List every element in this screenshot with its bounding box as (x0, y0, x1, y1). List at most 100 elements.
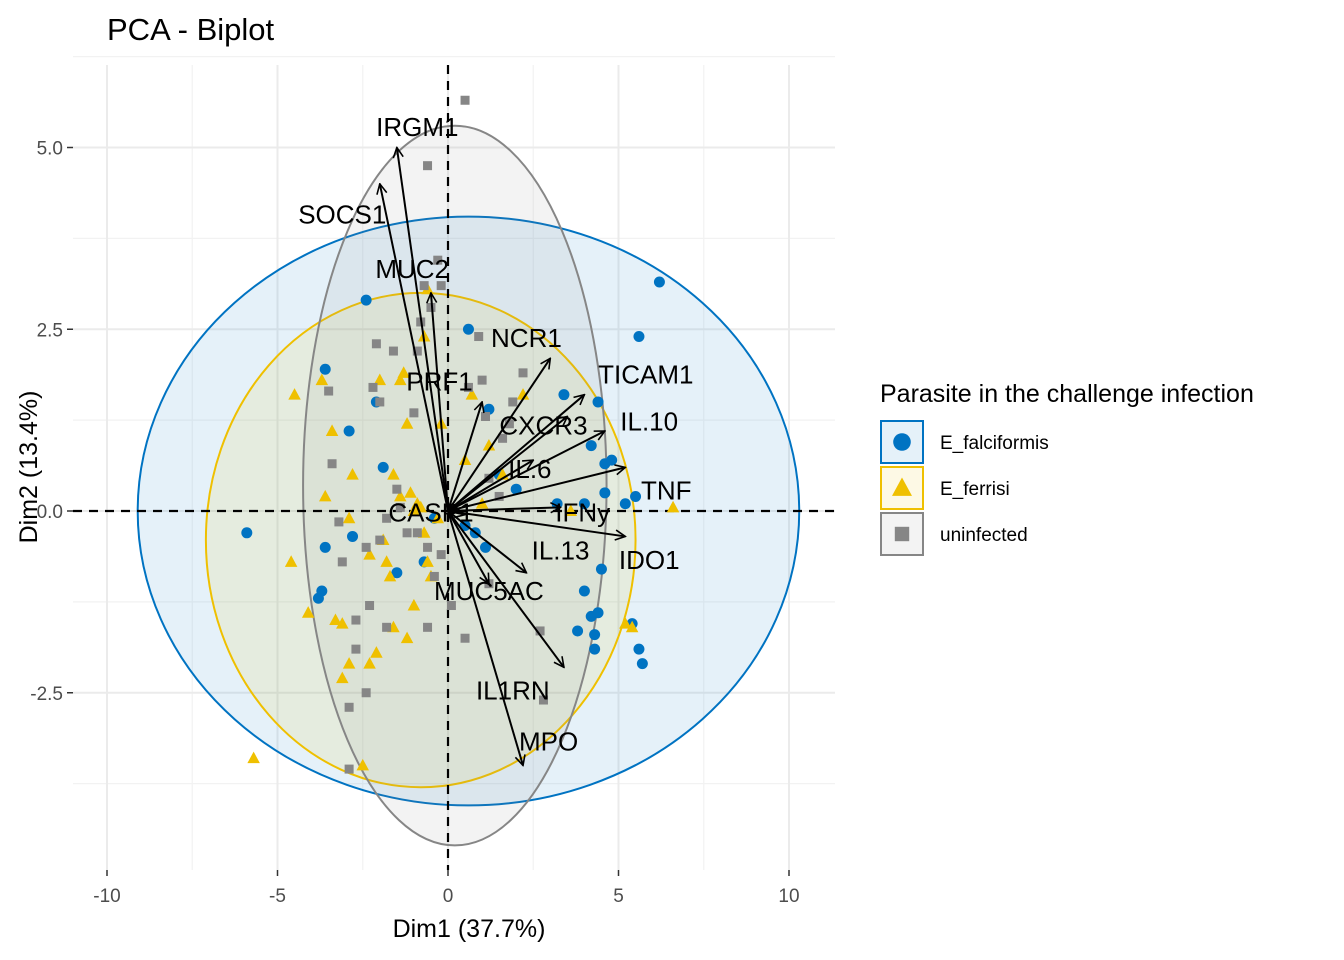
point-e-falciformis (319, 541, 331, 553)
arrow-il-10 (447, 430, 605, 512)
point-e-falciformis (316, 585, 328, 597)
legend: Parasite in the challenge infection E_fa… (880, 380, 1254, 556)
point-uninfected (361, 542, 371, 552)
point-uninfected (477, 375, 487, 385)
point-e-falciformis (592, 607, 604, 619)
legend-item-e-falciformis: E_falciformis (880, 420, 1049, 464)
arrow-ncr1 (447, 358, 550, 512)
x-tick-label: -5 (269, 886, 286, 907)
point-uninfected (365, 601, 375, 611)
label-ifny: IFNy (555, 498, 610, 528)
legend-items: E_falciformis E_ferrisi uninfected (880, 420, 1049, 556)
point-e-ferrisi (363, 548, 376, 560)
point-e-ferrisi (336, 671, 349, 684)
point-uninfected (351, 615, 361, 625)
point-e-ferrisi (394, 373, 407, 386)
point-e-falciformis (483, 403, 495, 415)
point-uninfected (463, 382, 473, 392)
point-uninfected (388, 346, 398, 356)
point-e-falciformis (572, 625, 584, 637)
legend-item-uninfected: uninfected (880, 512, 1028, 556)
label-muc2: MUC2 (375, 254, 449, 284)
label-il-13: IL.13 (532, 535, 590, 565)
point-uninfected (327, 459, 337, 469)
point-e-falciformis (391, 567, 403, 579)
point-e-ferrisi (666, 500, 680, 513)
point-uninfected (344, 764, 354, 774)
point-e-falciformis (595, 563, 607, 575)
point-uninfected (508, 397, 518, 407)
point-e-falciformis (578, 498, 590, 510)
point-uninfected (375, 535, 385, 545)
point-e-falciformis (599, 487, 611, 499)
label-tnf: TNF (641, 476, 692, 506)
point-uninfected (344, 702, 354, 712)
point-e-ferrisi (325, 424, 339, 436)
point-e-falciformis (360, 294, 372, 306)
point-e-ferrisi (564, 504, 578, 516)
point-uninfected (324, 386, 334, 396)
label-il-6: IL.6 (508, 454, 551, 484)
point-e-ferrisi (315, 373, 329, 386)
legend-key (880, 420, 924, 464)
point-e-ferrisi (370, 646, 383, 658)
point-uninfected (426, 302, 436, 312)
arrow-il-6 (447, 460, 533, 512)
point-uninfected (460, 95, 470, 105)
point-e-ferrisi (397, 366, 410, 378)
y-axis-ticks: -2.5 0.0 2.5 5.0 (30, 139, 73, 705)
point-e-ferrisi (625, 620, 639, 633)
point-uninfected (436, 550, 446, 560)
point-e-falciformis (377, 461, 389, 473)
point-e-ferrisi (465, 388, 479, 400)
confidence-ellipses (136, 124, 801, 847)
point-e-falciformis (630, 490, 642, 502)
y-tick-label: 2.5 (37, 320, 63, 341)
ellipse-e-ferrisi (204, 291, 637, 789)
point-e-falciformis (636, 658, 648, 670)
point-e-ferrisi (400, 417, 414, 429)
point-uninfected (423, 542, 433, 552)
point-uninfected (351, 644, 361, 654)
x-tick-label: 5 (613, 886, 624, 907)
point-uninfected (409, 408, 419, 418)
point-e-ferrisi (329, 613, 342, 625)
arrow-tnf (447, 467, 625, 512)
point-e-ferrisi (356, 758, 369, 771)
x-axis-title: Dim1 (37.7%) (393, 915, 546, 943)
point-e-falciformis (619, 498, 631, 510)
point-uninfected (337, 557, 347, 567)
point-uninfected (494, 491, 504, 501)
point-e-ferrisi (284, 555, 298, 567)
point-e-ferrisi (247, 751, 260, 764)
label-ido1: IDO1 (619, 545, 680, 575)
point-e-ferrisi (482, 438, 496, 451)
point-uninfected (412, 528, 422, 538)
variable-arrows (380, 148, 626, 766)
point-e-falciformis (653, 276, 665, 288)
label-ticam1: TICAM1 (598, 359, 693, 389)
point-e-ferrisi (431, 511, 445, 524)
y-tick-label: 5.0 (37, 139, 63, 160)
legend-key-marker (893, 433, 911, 451)
zero-lines (73, 65, 835, 870)
point-e-ferrisi (387, 468, 400, 480)
data-points (241, 95, 680, 774)
point-uninfected (402, 528, 412, 538)
point-e-ferrisi (404, 486, 417, 498)
point-uninfected (436, 281, 446, 291)
point-uninfected (368, 382, 378, 392)
arrow-casp1 (447, 511, 465, 515)
x-axis-ticks: -10 -5 0 5 10 (93, 870, 800, 907)
chart-title: PCA - Biplot (107, 12, 275, 47)
point-e-ferrisi (342, 511, 356, 524)
label-irgm1: IRGM1 (376, 112, 458, 142)
point-e-ferrisi (421, 555, 434, 567)
arrow-il1rn (447, 510, 564, 667)
point-e-falciformis (558, 389, 570, 401)
point-e-falciformis (462, 323, 474, 335)
point-e-falciformis (633, 643, 645, 655)
variable-labels: IRGM1 SOCS1 MUC2 NCR1 PRF1 TICAM1 CXCR3 IL.10 IL… (298, 112, 693, 756)
point-uninfected (412, 346, 422, 356)
